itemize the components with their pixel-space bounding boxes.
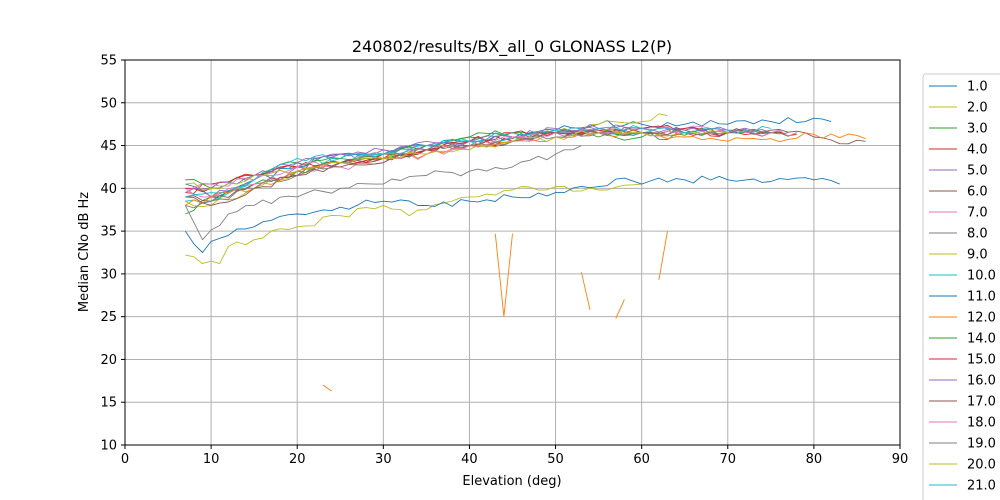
series-lines (184, 113, 866, 392)
y-tick-label: 55 (100, 54, 117, 69)
legend-entry-label: 14.0 (967, 332, 996, 347)
y-tick-label: 35 (100, 225, 117, 240)
legend: 1.0 2.0 3.0 4.0 5.0 6.0 7.0 8.0 9.0 10.0 11.0 12.0 1… (922, 73, 1000, 500)
x-tick-label: 10 (203, 452, 220, 467)
x-tick-label: 90 (892, 452, 909, 467)
plot-frame (124, 59, 901, 446)
x-tick-label: 0 (121, 452, 129, 467)
series-line-8-0 (184, 145, 582, 241)
series-line-9-0 (185, 183, 642, 265)
legend-entry-label: 16.0 (967, 374, 996, 389)
series-line-17-0 (185, 128, 771, 206)
series-line-7-0 (185, 125, 711, 198)
series-line-6-0 (185, 127, 866, 202)
y-tick-label: 50 (100, 96, 117, 111)
legend-entry-label: 1.0 (967, 80, 988, 95)
x-tick-label: 20 (289, 452, 306, 467)
series-fragment (615, 299, 625, 319)
legend-entry-label: 12.0 (967, 311, 996, 326)
x-tick-label: 30 (375, 452, 392, 467)
axes: 0 10 20 30 40 50 60 70 80 90 10 15 20 25 30 35 40 45 50 55 (100, 54, 908, 468)
legend-entry-label: 3.0 (967, 122, 988, 137)
legend-box (922, 73, 1000, 500)
legend-entry-label: 8.0 (967, 227, 988, 242)
x-tick-label: 70 (720, 452, 737, 467)
legend-entry-label: 17.0 (967, 395, 996, 410)
series-line-19-0 (185, 128, 789, 209)
legend-entry-label: 9.0 (967, 248, 988, 263)
legend-entry-label: 19.0 (967, 437, 996, 452)
legend-entry-label: 11.0 (967, 290, 996, 305)
series-fragment (658, 231, 668, 280)
x-tick-label: 40 (461, 452, 478, 467)
legend-entry-label: 4.0 (967, 143, 988, 158)
x-tick-label: 80 (806, 452, 823, 467)
chart-title: 240802/results/BX_all_0 GLONASS L2(P) (352, 37, 672, 57)
x-axis-label: Elevation (deg) (462, 474, 561, 489)
y-axis-label: Median CNo dB Hz (77, 192, 92, 312)
series-line-20-0 (185, 128, 728, 191)
y-tick-label: 15 (100, 396, 117, 411)
series-fragment (580, 272, 591, 310)
series-line-16-0 (185, 124, 728, 194)
legend-entry-label: 20.0 (967, 458, 996, 473)
legend-entry-label: 21.0 (967, 479, 996, 494)
series-line-21-0 (185, 125, 771, 198)
y-tick-label: 40 (100, 182, 117, 197)
series-fragment (494, 233, 513, 317)
y-tick-label: 30 (100, 267, 117, 282)
x-tick-label: 60 (633, 452, 650, 467)
x-tick-label: 50 (547, 452, 564, 467)
legend-entry-label: 5.0 (967, 164, 988, 179)
y-tick-label: 20 (100, 353, 117, 368)
y-tick-label: 25 (100, 310, 117, 325)
legend-entry-label: 10.0 (967, 269, 996, 284)
series-fragment (322, 384, 332, 392)
series-line-11-0 (184, 175, 840, 253)
y-tick-label: 10 (100, 439, 117, 454)
legend-entry-label: 6.0 (967, 185, 988, 200)
y-tick-label: 45 (100, 139, 117, 154)
legend-entry-label: 15.0 (967, 353, 996, 368)
legend-entry-label: 2.0 (967, 101, 988, 116)
legend-entry-label: 18.0 (967, 416, 996, 431)
legend-entry-label: 7.0 (967, 206, 988, 221)
